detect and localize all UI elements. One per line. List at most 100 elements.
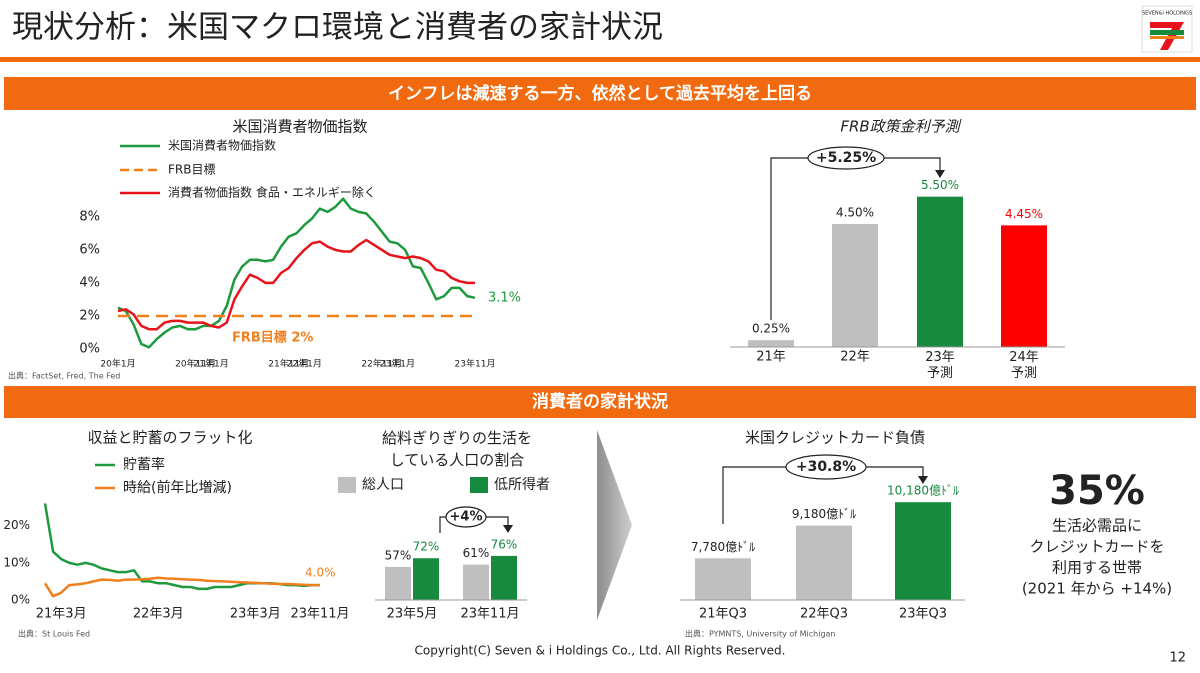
y-tick-label: 8% xyxy=(79,209,100,224)
x-tick-label: 21年11月 xyxy=(268,358,309,370)
arrowhead xyxy=(918,476,928,484)
bar xyxy=(385,566,411,600)
chart-title: 給料ぎりぎりの生活をしている人口の割合 xyxy=(382,429,532,469)
brackets xyxy=(439,146,941,533)
y-tick-label: 4% xyxy=(79,275,100,290)
stat-text: 利用する世帯 xyxy=(1052,559,1142,577)
stat-text: クレジットカードを xyxy=(1029,538,1164,556)
legend-swatch xyxy=(338,477,356,493)
x-tick-label: 22年11月 xyxy=(361,358,402,370)
text-line: している人口の割合 xyxy=(390,451,525,469)
x-tick-label: 22年3月 xyxy=(133,607,184,622)
bracket xyxy=(722,466,786,524)
bracket xyxy=(866,466,924,477)
legend-label: 時給(前年比増減) xyxy=(123,479,232,496)
series-line xyxy=(43,576,320,598)
value-label: 4.50% xyxy=(836,206,874,220)
bar xyxy=(748,340,794,347)
stat-value: 35% xyxy=(1049,468,1145,514)
logo: SEVEN&i HOLDINGS xyxy=(1141,5,1193,53)
x-tick-label: 23年3月 xyxy=(230,607,281,622)
x-tick-label: 23年5月 xyxy=(387,607,438,622)
chart-title: 米国クレジットカード負債 xyxy=(745,429,925,447)
bar xyxy=(491,555,517,600)
y-tick-label: 6% xyxy=(79,242,100,257)
bar xyxy=(796,525,852,600)
value-label: 7,780億ﾄﾞﾙ xyxy=(691,540,755,554)
value-label: 5.50% xyxy=(921,178,959,192)
title-rule xyxy=(0,57,1200,62)
chart-title: 収益と貯蓄のフラット化 xyxy=(87,429,252,447)
x-tick-label: 23年11月 xyxy=(460,607,519,622)
source-note: 出典：St Louis Fed xyxy=(18,629,90,639)
bracket xyxy=(770,157,808,320)
y-tick-label: 20% xyxy=(3,518,30,532)
value-label: 57% xyxy=(385,548,412,562)
x-tick-label: 21年Q3 xyxy=(699,607,747,622)
x-tick-label: 20年11月 xyxy=(175,358,216,370)
x-tick-label: 22年1月 xyxy=(287,358,322,370)
annotation: +5.25% xyxy=(816,150,876,166)
text-line: 予測 xyxy=(927,366,953,381)
y-tick-label: 2% xyxy=(79,308,100,323)
annotation: +30.8% xyxy=(796,459,856,475)
annotation: 3.1% xyxy=(488,291,521,306)
y-tick-label: 0% xyxy=(11,593,30,607)
page-number: 12 xyxy=(1169,651,1186,666)
x-tick-label: 23年1月 xyxy=(380,358,415,370)
arrowheads xyxy=(503,170,945,533)
bracket xyxy=(884,157,941,171)
x-tick-label: 23年Q3 xyxy=(899,607,947,622)
y-tick-label: 10% xyxy=(3,555,30,569)
logo-text: SEVEN&i HOLDINGS xyxy=(1142,11,1192,17)
bar xyxy=(895,502,951,600)
text-line: 23年 xyxy=(925,350,955,365)
x-tick-label: 24年予測 xyxy=(1009,350,1039,381)
banner xyxy=(4,386,1196,418)
x-tick-label: 23年11月 xyxy=(455,358,496,370)
arrowhead xyxy=(503,525,513,533)
banner-text: インフレは減速する一方、依然として過去平均を上回る xyxy=(388,83,812,104)
x-tick-label: 23年11月 xyxy=(290,607,349,622)
y-tick-label: 0% xyxy=(79,342,100,357)
logo-stripe xyxy=(1150,30,1184,35)
source-note: 出典：PYMNTS, University of Michigan xyxy=(685,629,836,639)
value-label: 10,180億ﾄﾞﾙ xyxy=(887,484,959,498)
banner-text: 消費者の家計状況 xyxy=(532,391,668,412)
value-label: 76% xyxy=(491,537,518,551)
bar xyxy=(1001,225,1047,347)
text-line: 予測 xyxy=(1011,366,1037,381)
bar xyxy=(832,224,878,347)
value-label: 4.45% xyxy=(1005,207,1043,221)
chart-title: FRB政策金利予測 xyxy=(840,118,961,136)
legend-label: 低所得者 xyxy=(494,476,550,493)
text-line: 給料ぎりぎりの生活を xyxy=(382,429,532,447)
value-label: 72% xyxy=(413,540,440,554)
legend-label: FRB目標 xyxy=(168,163,215,177)
bar xyxy=(463,564,489,600)
text-line: 24年 xyxy=(1009,350,1039,365)
bar xyxy=(695,558,751,600)
bracket xyxy=(439,516,446,533)
logo-stripe xyxy=(1150,36,1184,39)
value-label: 0.25% xyxy=(752,322,790,336)
x-tick-label: 23年予測 xyxy=(925,350,955,381)
legend-label: 総人口 xyxy=(362,477,404,493)
x-tick-label: 22年Q3 xyxy=(800,607,848,622)
legend-label: 消費者物価指数 食品・エネルギー除く xyxy=(168,185,376,200)
chart-title: 米国消費者物価指数 xyxy=(232,118,367,136)
bar xyxy=(917,196,963,347)
legend-label: 貯蓄率 xyxy=(123,456,165,473)
series-line xyxy=(117,238,475,331)
annotation: FRB目標 2% xyxy=(232,330,313,346)
x-tick-label: 20年1月 xyxy=(100,358,135,370)
bracket xyxy=(486,516,509,526)
stat-text: 生活必需品に xyxy=(1052,517,1142,535)
banner xyxy=(4,77,1196,110)
series-line xyxy=(117,197,476,349)
legend-swatch xyxy=(470,477,488,493)
annotation: 4.0% xyxy=(305,566,336,580)
source-note: 出典：FactSet, Fred, The Fed xyxy=(8,371,120,381)
arrowhead xyxy=(935,170,945,178)
